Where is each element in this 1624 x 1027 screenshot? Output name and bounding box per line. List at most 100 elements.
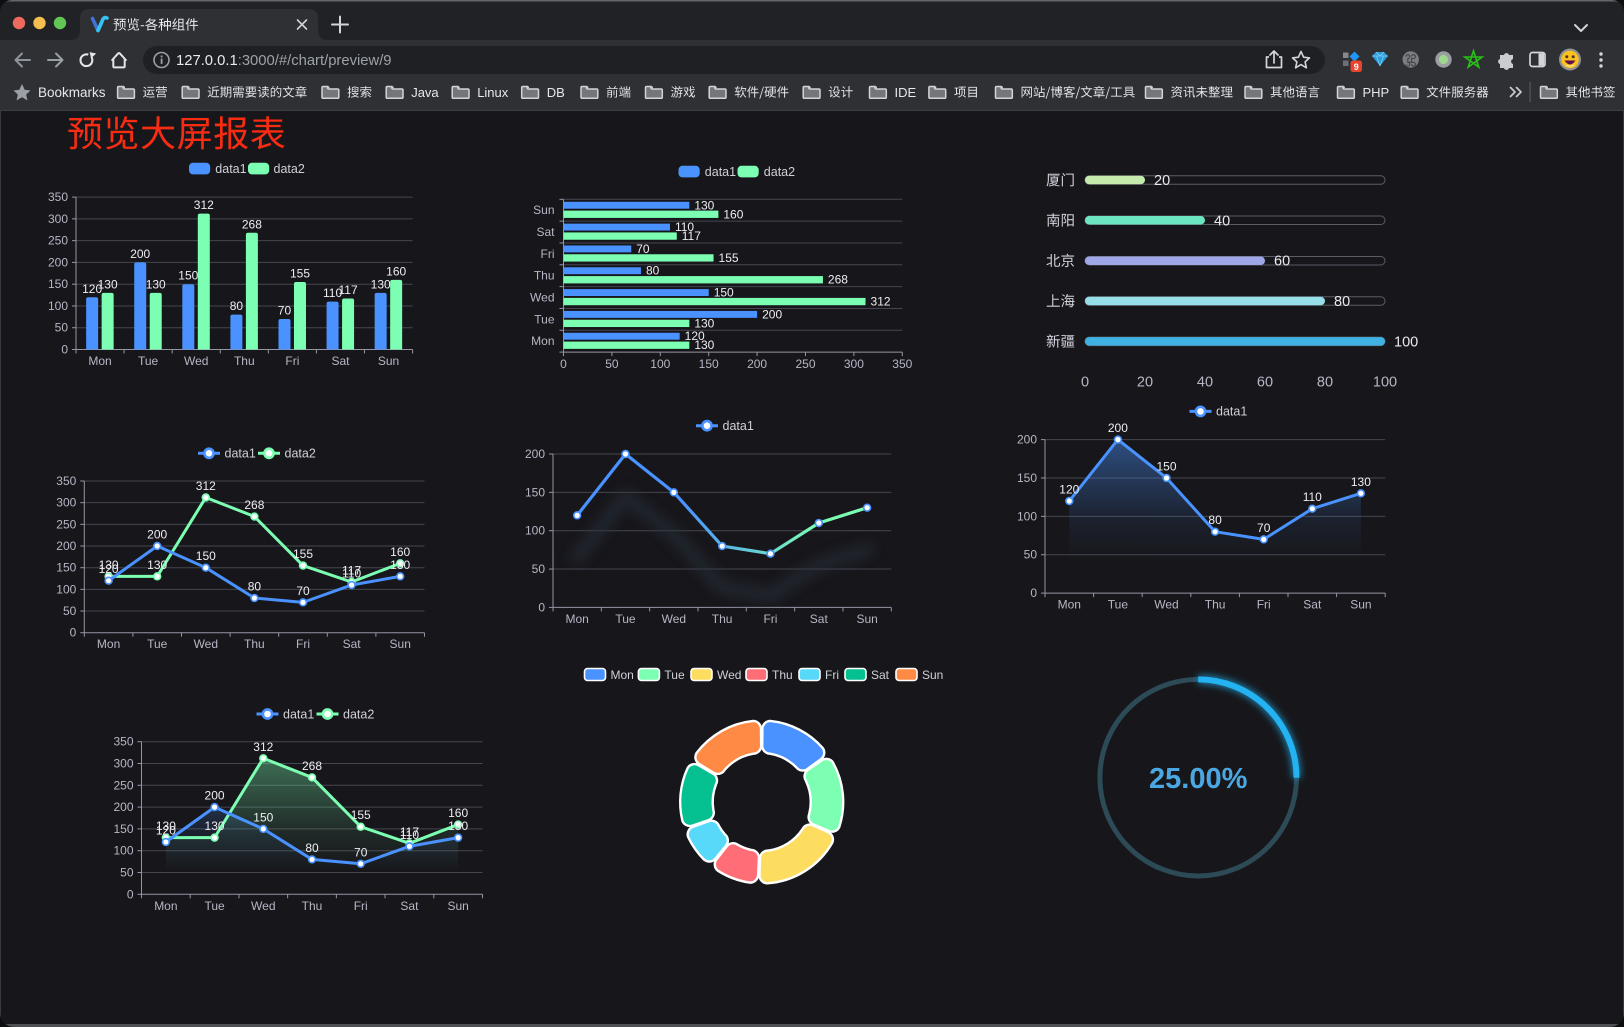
svg-text:data1: data1 xyxy=(1216,405,1247,419)
svg-text:80: 80 xyxy=(230,299,244,313)
svg-text:117: 117 xyxy=(342,563,361,577)
svg-text:Fri: Fri xyxy=(285,354,299,368)
svg-text:Thu: Thu xyxy=(1205,598,1226,612)
svg-text:50: 50 xyxy=(63,604,77,618)
svg-text:50: 50 xyxy=(605,357,619,371)
svg-text:117: 117 xyxy=(682,229,701,243)
svg-text:300: 300 xyxy=(844,357,864,371)
svg-text:0: 0 xyxy=(560,357,567,371)
svg-text:40: 40 xyxy=(1214,213,1230,229)
svg-text:0: 0 xyxy=(70,626,77,640)
svg-text:Mon: Mon xyxy=(154,899,177,913)
svg-text:130: 130 xyxy=(98,277,118,291)
svg-text:Sun: Sun xyxy=(856,612,877,626)
svg-text:80: 80 xyxy=(1334,294,1350,310)
svg-text:200: 200 xyxy=(147,528,167,542)
svg-text:Tue: Tue xyxy=(664,668,685,682)
svg-text:Mon: Mon xyxy=(565,612,588,626)
svg-text:Sun: Sun xyxy=(1350,598,1371,612)
svg-text:Mon: Mon xyxy=(88,354,111,368)
svg-text:130: 130 xyxy=(1351,475,1371,489)
svg-text:Mon: Mon xyxy=(611,668,634,682)
svg-text:Wed: Wed xyxy=(1154,598,1178,612)
svg-text:100: 100 xyxy=(650,357,670,371)
svg-text:Fri: Fri xyxy=(763,612,777,626)
svg-text:130: 130 xyxy=(694,316,714,330)
svg-text:160: 160 xyxy=(448,806,468,820)
svg-text:250: 250 xyxy=(48,234,68,248)
svg-text:80: 80 xyxy=(646,264,660,278)
svg-text:200: 200 xyxy=(747,357,767,371)
svg-text:70: 70 xyxy=(354,845,368,859)
svg-text:312: 312 xyxy=(871,295,891,309)
svg-text:268: 268 xyxy=(302,759,322,773)
svg-text:150: 150 xyxy=(525,485,545,499)
svg-text:300: 300 xyxy=(56,496,76,510)
svg-text:data1: data1 xyxy=(225,447,256,461)
svg-text:Tue: Tue xyxy=(204,899,225,913)
svg-text:Mon: Mon xyxy=(97,637,120,651)
svg-text:150: 150 xyxy=(196,549,216,563)
svg-text:data2: data2 xyxy=(764,165,795,179)
svg-text:Thu: Thu xyxy=(234,354,255,368)
svg-text:130: 130 xyxy=(371,277,391,291)
svg-text:200: 200 xyxy=(113,800,133,814)
svg-text:100: 100 xyxy=(1373,375,1397,391)
svg-text:150: 150 xyxy=(48,277,68,291)
svg-text:130: 130 xyxy=(205,819,225,833)
svg-text:127.0.0.1:3000/#/chart/preview: 127.0.0.1:3000/#/chart/preview/9 xyxy=(176,53,392,69)
svg-text:Fri: Fri xyxy=(1257,598,1271,612)
svg-text:130: 130 xyxy=(694,198,714,212)
svg-text:0: 0 xyxy=(1081,375,1089,391)
svg-text:70: 70 xyxy=(636,242,650,256)
svg-text:130: 130 xyxy=(146,277,166,291)
svg-text:60: 60 xyxy=(1274,254,1290,270)
svg-text:120: 120 xyxy=(99,562,119,576)
svg-text:200: 200 xyxy=(205,789,225,803)
svg-text:Tue: Tue xyxy=(1108,598,1129,612)
svg-text:Sun: Sun xyxy=(390,637,411,651)
svg-text:25.00%: 25.00% xyxy=(1149,763,1248,795)
svg-text:data2: data2 xyxy=(274,162,305,176)
svg-text:Sat: Sat xyxy=(1303,598,1322,612)
svg-text:160: 160 xyxy=(723,207,743,221)
svg-text:100: 100 xyxy=(48,299,68,313)
svg-text:110: 110 xyxy=(323,286,342,300)
svg-text:data1: data1 xyxy=(215,162,246,176)
svg-text:Sat: Sat xyxy=(871,668,890,682)
svg-text:Thu: Thu xyxy=(244,637,265,651)
svg-text:IDE: IDE xyxy=(895,85,917,100)
svg-text:Wed: Wed xyxy=(662,612,686,626)
svg-text:50: 50 xyxy=(532,562,546,576)
svg-text:350: 350 xyxy=(113,735,133,749)
svg-text:100: 100 xyxy=(113,844,133,858)
svg-text:9: 9 xyxy=(1354,62,1359,72)
svg-text:data1: data1 xyxy=(705,165,736,179)
svg-text:268: 268 xyxy=(828,273,848,287)
svg-text:300: 300 xyxy=(48,212,68,226)
svg-text:268: 268 xyxy=(242,217,262,231)
svg-text:Thu: Thu xyxy=(712,612,733,626)
svg-text:117: 117 xyxy=(338,283,357,297)
svg-text:PHP: PHP xyxy=(1363,85,1390,100)
svg-text:110: 110 xyxy=(342,567,361,581)
svg-text:268: 268 xyxy=(244,498,264,512)
svg-text:Tue: Tue xyxy=(138,354,159,368)
svg-text:Wed: Wed xyxy=(194,637,218,651)
svg-text:70: 70 xyxy=(1257,521,1271,535)
svg-text:Wed: Wed xyxy=(184,354,208,368)
svg-text:Tue: Tue xyxy=(147,637,168,651)
svg-text:80: 80 xyxy=(305,841,319,855)
svg-text:200: 200 xyxy=(48,255,68,269)
svg-text:Sun: Sun xyxy=(378,354,399,368)
svg-text:Fri: Fri xyxy=(296,637,310,651)
svg-text:100: 100 xyxy=(1017,509,1037,523)
svg-text:40: 40 xyxy=(1197,375,1213,391)
svg-text:0: 0 xyxy=(61,343,68,357)
svg-text:300: 300 xyxy=(113,757,133,771)
svg-text:Thu: Thu xyxy=(772,668,793,682)
svg-text:150: 150 xyxy=(56,561,76,575)
svg-text:250: 250 xyxy=(113,778,133,792)
svg-text:Wed: Wed xyxy=(530,291,554,305)
svg-text:80: 80 xyxy=(248,580,262,594)
